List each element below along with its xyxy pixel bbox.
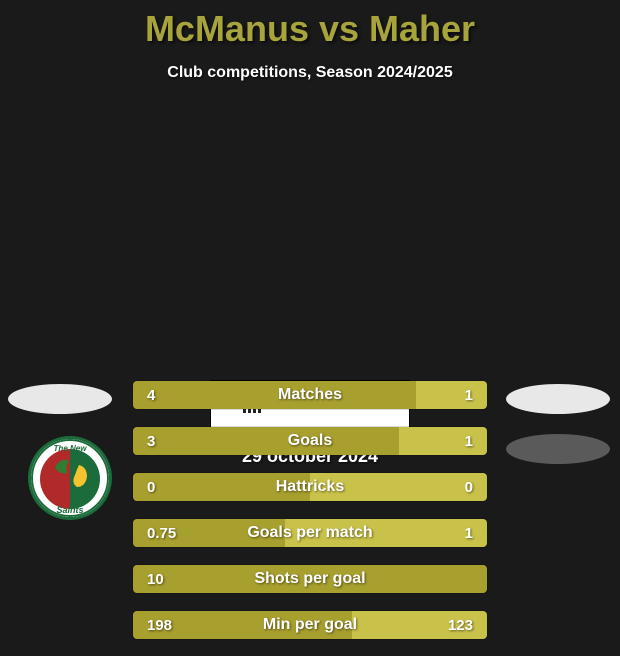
badge-center-text: Saints — [56, 505, 83, 515]
bar-segment-right — [416, 381, 487, 409]
bar-row: Hattricks00 — [132, 472, 488, 502]
bar-row: Min per goal198123 — [132, 610, 488, 640]
bar-segment-left — [133, 381, 416, 409]
bar-row: Goals31 — [132, 426, 488, 456]
bar-segment-right — [399, 427, 488, 455]
bar-row: Matches41 — [132, 380, 488, 410]
bar-segment-left — [133, 427, 399, 455]
bar-segment-right — [285, 519, 487, 547]
player-ellipse-left — [8, 384, 112, 414]
bar-segment-left — [133, 565, 487, 593]
bar-segment-right — [310, 473, 487, 501]
bar-segment-left — [133, 611, 352, 639]
bar-segment-left — [133, 519, 285, 547]
club-badge-icon: The New Saints — [31, 439, 109, 517]
subtitle: Club competitions, Season 2024/2025 — [0, 64, 620, 82]
badge-top-text: The New — [54, 444, 88, 453]
chart-area: The New Saints Matches41Goals31Hattricks… — [0, 380, 620, 467]
bar-row: Shots per goal10 — [132, 564, 488, 594]
bar-row: Goals per match0.751 — [132, 518, 488, 548]
player-ellipse-right-b — [506, 434, 610, 464]
bar-segment-right — [352, 611, 487, 639]
page-title: McManus vs Maher — [0, 0, 620, 50]
bars-container: Matches41 Goals31 Hattricks00 Goals per mat… — [132, 380, 488, 656]
club-badge: The New Saints — [28, 436, 112, 520]
bar-segment-left — [133, 473, 310, 501]
player-ellipse-right-a — [506, 384, 610, 414]
